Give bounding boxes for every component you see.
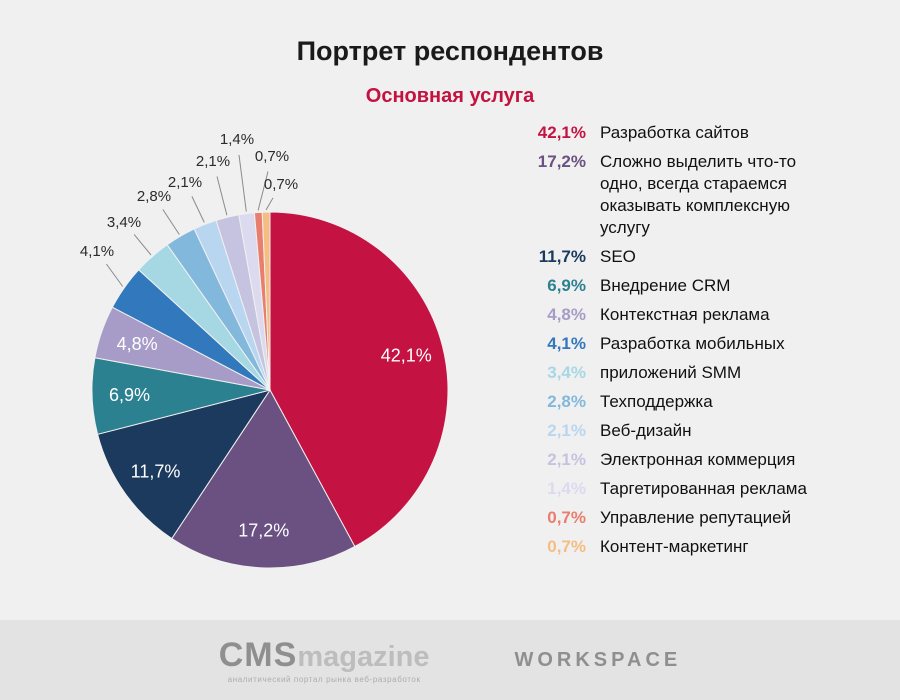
pie-outside-label: 2,1% bbox=[168, 174, 202, 191]
chart-subtitle: Основная услуга bbox=[365, 85, 535, 107]
legend-percent: 1,4% bbox=[547, 479, 586, 498]
leader-line bbox=[162, 209, 180, 235]
legend-label: Веб-дизайн bbox=[600, 421, 692, 440]
pie-chart: 42,1%17,2%11,7%6,9%4,8%4,1%3,4%2,8%2,1%2… bbox=[80, 131, 449, 569]
legend-item: 1,4% Таргетированная реклама bbox=[514, 478, 886, 500]
legend-item: 4,8% Контекстная реклама bbox=[514, 304, 886, 326]
pie-outside-label: 3,4% bbox=[107, 214, 141, 231]
legend-percent: 4,1% bbox=[547, 334, 586, 353]
legend-item: 4,1% Разработка мобильных bbox=[514, 333, 886, 355]
legend-item: 42,1% Разработка сайтов bbox=[514, 122, 886, 144]
pie-outside-label: 1,4% bbox=[220, 131, 254, 148]
workspace-logo: WORKSPACE bbox=[514, 648, 682, 671]
pie-slice-label: 6,9% bbox=[109, 385, 150, 405]
legend-percent: 42,1% bbox=[537, 123, 586, 142]
legend-item: 0,7% Управление репутацией bbox=[514, 507, 886, 529]
legend-label: Разработка мобильных bbox=[600, 334, 785, 353]
cms-tagline: аналитический портал рынка веб-разработо… bbox=[227, 675, 421, 684]
legend-percent: 6,9% bbox=[547, 276, 586, 295]
pie-outside-label: 0,7% bbox=[255, 148, 289, 165]
pie-slice-label: 42,1% bbox=[381, 346, 432, 366]
pie-slice bbox=[269, 211, 449, 548]
legend-label: Электронная коммерция bbox=[600, 450, 796, 469]
legend-item: 11,7% SEO bbox=[514, 246, 886, 268]
legend-percent: 11,7% bbox=[538, 247, 586, 266]
legend-label: приложений SMM bbox=[600, 363, 742, 382]
legend-percent: 17,2% bbox=[537, 152, 586, 171]
legend-percent: 3,4% bbox=[547, 363, 586, 382]
legend-label: Техподдержка bbox=[600, 392, 713, 411]
leader-line bbox=[216, 176, 228, 216]
legend: 42,1% Разработка сайтов 17,2% Сложно выдели… bbox=[514, 122, 886, 565]
pie-slice bbox=[96, 389, 272, 540]
pie-outside-label: 2,8% bbox=[137, 188, 171, 205]
pie-outside-label: 0,7% bbox=[264, 176, 298, 193]
pie-slice-label: 4,8% bbox=[117, 334, 158, 354]
leader-line bbox=[133, 234, 152, 256]
magazine-logo-text: magazine bbox=[297, 641, 430, 673]
legend-label: Разработка сайтов bbox=[600, 123, 749, 142]
legend-percent: 0,7% bbox=[547, 508, 586, 527]
pie-outside-label: 4,1% bbox=[80, 243, 114, 260]
cms-logo-row: CMS magazine bbox=[219, 636, 430, 675]
leader-line bbox=[238, 154, 247, 212]
legend-percent: 2,1% bbox=[547, 450, 586, 469]
leader-line bbox=[265, 197, 274, 211]
legend-item: 2,1% Веб-дизайн bbox=[514, 420, 886, 442]
page-title: Портрет респондентов bbox=[296, 36, 604, 66]
legend-label: SEO bbox=[600, 247, 636, 266]
pie-slice bbox=[261, 211, 271, 391]
legend-label: Таргетированная реклама bbox=[600, 479, 807, 498]
leader-line bbox=[105, 263, 124, 287]
leader-line bbox=[191, 196, 205, 223]
legend-percent: 0,7% bbox=[547, 537, 586, 556]
legend-item: 2,8% Техподдержка bbox=[514, 391, 886, 413]
legend-item: 3,4% приложений SMM bbox=[514, 362, 886, 384]
legend-percent: 4,8% bbox=[547, 305, 586, 324]
legend-label: Внедрение CRM bbox=[600, 276, 731, 295]
legend-item: 2,1% Электронная коммерция bbox=[514, 449, 886, 471]
legend-item: 0,7% Контент-маркетинг bbox=[514, 536, 886, 558]
pie-outside-label: 2,1% bbox=[196, 153, 230, 170]
legend-label: Контент-маркетинг bbox=[600, 537, 749, 556]
legend-percent: 2,8% bbox=[547, 392, 586, 411]
leader-line bbox=[257, 171, 269, 211]
footer: CMS magazine аналитический портал рынка в… bbox=[0, 620, 900, 700]
pie-slice-label: 17,2% bbox=[238, 521, 289, 541]
pie-slice-label: 11,7% bbox=[131, 462, 181, 482]
cms-logo-text: CMS bbox=[218, 636, 298, 674]
legend-label: Управление репутацией bbox=[600, 508, 792, 527]
legend-item: 6,9% Внедрение CRM bbox=[514, 275, 886, 297]
legend-label: Сложно выделить что-то одно, всегда стар… bbox=[600, 152, 797, 237]
pie-slice bbox=[171, 389, 356, 569]
legend-item: 17,2% Сложно выделить что-то одно, всегда… bbox=[514, 151, 886, 239]
legend-label: Контекстная реклама bbox=[600, 305, 770, 324]
cms-magazine-logo: CMS magazine аналитический портал рынка в… bbox=[219, 636, 430, 684]
legend-percent: 2,1% bbox=[547, 421, 586, 440]
